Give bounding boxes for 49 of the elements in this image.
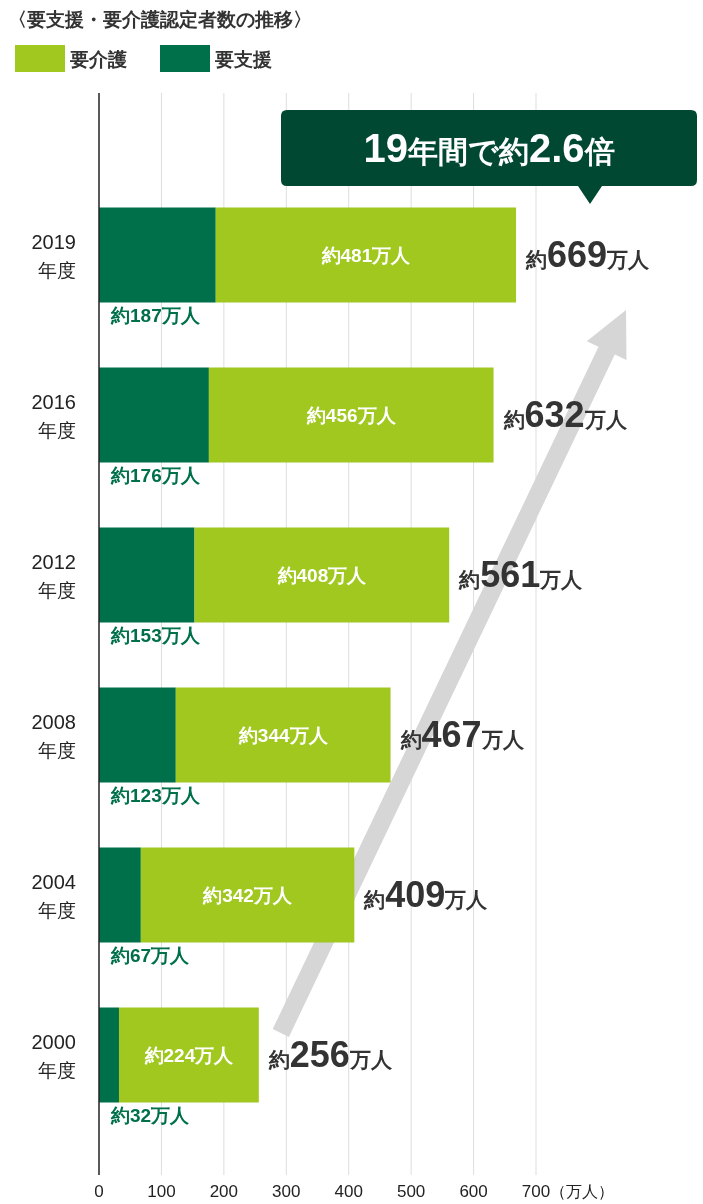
total-label: 約669万人	[525, 234, 651, 275]
x-tick-label: 200	[209, 1182, 239, 1201]
x-tick-label: 100	[147, 1182, 176, 1201]
total-label: 約409万人	[363, 874, 489, 915]
y-tick-label: 2019年度	[31, 231, 76, 281]
y-tick-label: 2004年度	[31, 871, 76, 921]
x-tick-label: 400	[334, 1182, 363, 1201]
bar	[215, 207, 517, 303]
bar	[194, 527, 450, 623]
bar	[99, 367, 209, 463]
data-label: 約344万人	[237, 725, 329, 746]
total-label: 約561万人	[458, 554, 584, 595]
x-axis-title: （万人）	[550, 1183, 614, 1200]
data-label: 約187万人	[110, 304, 201, 326]
y-tick-label: 2000年度	[31, 1031, 76, 1081]
bar	[99, 527, 195, 623]
y-tick-label: 2016年度	[31, 391, 76, 441]
data-label: 約408万人	[276, 565, 368, 586]
bar	[99, 847, 141, 943]
y-tick-label: 2012年度	[31, 551, 76, 601]
x-tick-label: 0	[94, 1182, 104, 1201]
x-tick-label: 300	[272, 1182, 301, 1201]
data-label: 約32万人	[110, 1104, 191, 1126]
text: 19年間で約2.6倍	[363, 126, 615, 170]
x-tick-label: 600	[459, 1182, 488, 1201]
bar	[99, 1007, 119, 1103]
chart-title: 〈要支援・要介護認定者数の推移〉	[8, 9, 312, 30]
data-label: 約176万人	[110, 464, 201, 486]
data-label: 約67万人	[110, 944, 191, 966]
data-label: 約456万人	[305, 405, 397, 426]
x-tick-label: 500	[396, 1182, 426, 1201]
data-label: 約123万人	[110, 784, 201, 806]
bar	[175, 687, 391, 783]
bar	[99, 687, 176, 783]
x-tick-label: 700	[521, 1182, 551, 1201]
y-tick-label: 2008年度	[31, 711, 76, 761]
total-label: 約467万人	[399, 714, 525, 755]
legend-label: 要支援	[214, 49, 272, 70]
data-label: 約224万人	[143, 1045, 235, 1066]
bar	[140, 847, 355, 943]
total-label: 約256万人	[267, 1034, 393, 1075]
bar	[118, 1007, 259, 1103]
data-label: 約342万人	[202, 885, 293, 906]
data-label: 約153万人	[110, 624, 201, 646]
data-label: 約481万人	[320, 245, 412, 266]
total-label: 約632万人	[502, 394, 628, 435]
bar	[208, 367, 494, 463]
bar	[99, 207, 216, 303]
legend-label: 要介護	[69, 49, 127, 70]
